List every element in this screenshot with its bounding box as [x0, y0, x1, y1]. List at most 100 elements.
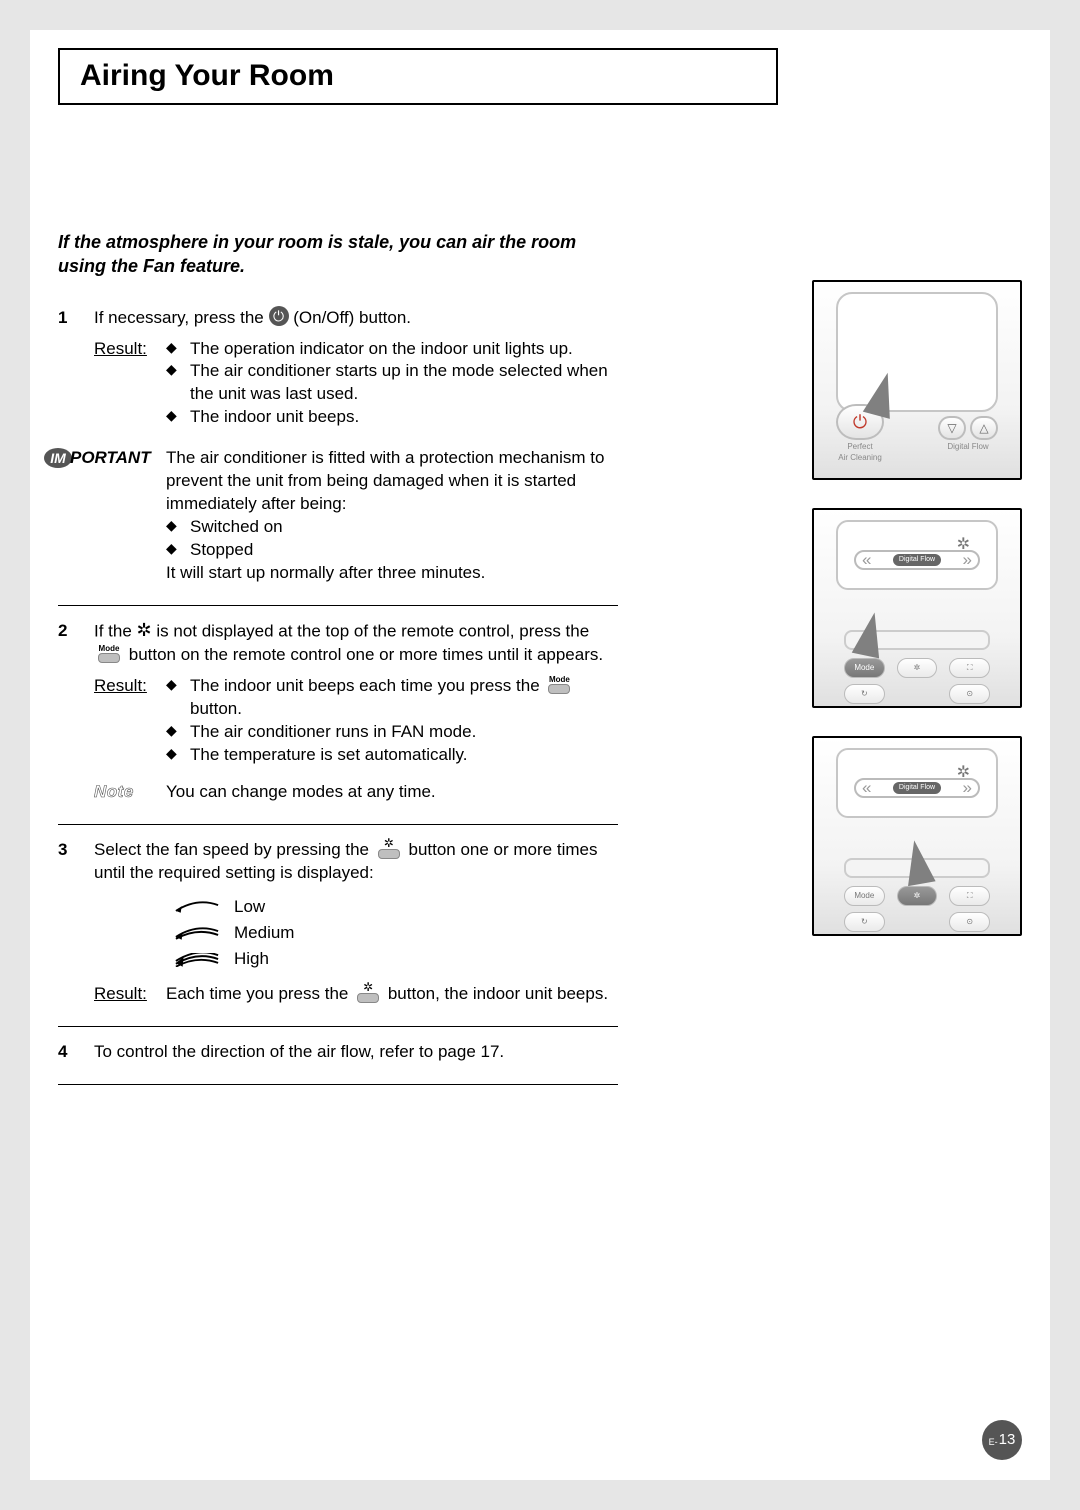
step4-text: To control the direction of the air flow…: [94, 1041, 618, 1064]
remote-button-grid: Mode ✲ ⛶ ↻ ⊙: [844, 658, 990, 704]
divider: [58, 605, 618, 606]
step1-result: Result: The operation indicator on the i…: [94, 338, 618, 430]
step-number: 3: [58, 839, 67, 862]
fan-speed-button-icon: ✲: [374, 837, 404, 859]
chevron-right-icon: »: [963, 549, 972, 572]
step-number: 1: [58, 307, 67, 330]
step-2: 2 If the ✲ is not displayed at the top o…: [58, 620, 618, 804]
remote-generic-button: ↻: [844, 684, 885, 704]
remote-screen: [836, 292, 998, 412]
remote-generic-button: ⛶: [949, 886, 990, 906]
remote-screen: ✲ « Digital Flow »: [836, 748, 998, 818]
digital-flow-tag: Digital Flow: [893, 782, 941, 793]
step-3: 3 Select the fan speed by pressing the ✲…: [58, 839, 618, 1006]
bullet: The air conditioner runs in FAN mode.: [166, 721, 618, 744]
step3-text-a: Select the fan speed by pressing the: [94, 840, 369, 859]
remote-mode-button: Mode: [844, 658, 885, 678]
chevron-left-icon: «: [862, 549, 871, 572]
speed-high-label: High: [234, 948, 269, 971]
remote-mode-button: Mode: [844, 886, 885, 906]
page-number-badge: E-13: [982, 1420, 1022, 1460]
page: Airing Your Room If the atmosphere in yo…: [30, 30, 1050, 1480]
result-label: Result:: [94, 675, 160, 698]
speed-row-low: Low: [174, 895, 618, 921]
step2-result: Result: The indoor unit beeps each time …: [94, 675, 618, 767]
digital-flow-pill: « Digital Flow »: [854, 778, 980, 798]
note-block: Note You can change modes at any time.: [94, 781, 618, 804]
remote-generic-button: ⛶: [949, 658, 990, 678]
remote-generic-button: ⊙: [949, 912, 990, 932]
page-title: Airing Your Room: [58, 48, 778, 105]
bullet: The temperature is set automatically.: [166, 744, 618, 767]
im-badge: IM: [44, 448, 72, 468]
remote-figure-fan: ✲ « Digital Flow » Mode ✲ ⛶ ↻ ⊙: [812, 736, 1022, 936]
fan-icon: ✲: [137, 618, 152, 642]
step3-res-a: Each time you press the: [166, 984, 348, 1003]
step-1: 1 If necessary, press the ⏻ (On/Off) but…: [58, 307, 618, 585]
result-label: Result:: [94, 983, 160, 1006]
remote-generic-button: ↻: [844, 912, 885, 932]
step-number: 4: [58, 1041, 67, 1064]
digital-flow-tag: Digital Flow: [893, 554, 941, 565]
page-prefix: E-: [989, 1436, 998, 1448]
step2-text-b: is not displayed at the top of the remot…: [156, 622, 589, 641]
figures-column: ⏻ PerfectAir Cleaning ▽ △ Digital Flow ✲…: [812, 280, 1022, 936]
important-text: PORTANT: [70, 448, 151, 467]
step1-text-a: If necessary, press the: [94, 308, 264, 327]
speed-row-medium: Medium: [174, 921, 618, 947]
pointer-arrow-icon: [852, 610, 889, 659]
chevron-right-icon: »: [963, 777, 972, 800]
chevron-left-icon: «: [862, 777, 871, 800]
speed-low-icon: [174, 901, 234, 915]
speed-high-icon: [174, 953, 234, 967]
important-block: IMPORTANT The air conditioner is fitted …: [94, 447, 618, 585]
important-tail: It will start up normally after three mi…: [166, 562, 618, 585]
remote-figure-power: ⏻ PerfectAir Cleaning ▽ △ Digital Flow: [812, 280, 1022, 480]
remote-figure-mode: ✲ « Digital Flow » Mode ✲ ⛶ ↻ ⊙: [812, 508, 1022, 708]
step1-text-b: (On/Off) button.: [293, 308, 411, 327]
content-column: If the atmosphere in your room is stale,…: [58, 230, 618, 1099]
pointer-arrow-icon: [900, 838, 935, 886]
power-icon: ⏻: [269, 306, 289, 326]
step2-text-c: button on the remote control one or more…: [129, 645, 603, 664]
step2-text-a: If the: [94, 622, 132, 641]
remote-button-grid: Mode ✲ ⛶ ↻ ⊙: [844, 886, 990, 932]
mode-button-icon: Mode: [544, 676, 574, 694]
digital-flow-pill: « Digital Flow »: [854, 550, 980, 570]
intro-text: If the atmosphere in your room is stale,…: [58, 230, 618, 279]
important-lead: The air conditioner is fitted with a pro…: [166, 447, 618, 516]
mode-button-icon: Mode: [94, 645, 124, 663]
step3-result: Result: Each time you press the ✲ button…: [94, 983, 618, 1006]
note-label: Note: [94, 781, 160, 804]
remote-down-button: ▽: [938, 416, 966, 440]
speed-medium-icon: [174, 927, 234, 941]
bullet: The indoor unit beeps each time you pres…: [166, 675, 618, 721]
bullet: The indoor unit beeps.: [166, 406, 618, 429]
page-num-value: 13: [999, 1430, 1016, 1450]
remote-fan-button: ✲: [897, 886, 938, 906]
speed-low-label: Low: [234, 896, 265, 919]
fan-speed-table: Low Medium High: [174, 895, 618, 973]
result-label: Result:: [94, 338, 160, 361]
fan-speed-button-icon: ✲: [353, 981, 383, 1003]
step-4: 4 To control the direction of the air fl…: [58, 1041, 618, 1064]
important-label: IMPORTANT: [44, 447, 151, 470]
bullet: The operation indicator on the indoor un…: [166, 338, 618, 361]
step2-r1b: button.: [190, 699, 242, 718]
step-number: 2: [58, 620, 67, 643]
note-text: You can change modes at any time.: [166, 781, 618, 804]
speed-row-high: High: [174, 947, 618, 973]
divider: [58, 1084, 618, 1085]
remote-up-button: △: [970, 416, 998, 440]
divider: [58, 824, 618, 825]
step3-res-b: button, the indoor unit beeps.: [388, 984, 608, 1003]
divider: [58, 1026, 618, 1027]
step2-r1a: The indoor unit beeps each time you pres…: [190, 676, 540, 695]
bullet: Switched on: [166, 516, 618, 539]
bullet: Stopped: [166, 539, 618, 562]
remote-generic-button: ✲: [897, 658, 938, 678]
remote-screen: ✲ « Digital Flow »: [836, 520, 998, 590]
remote-generic-button: ⊙: [949, 684, 990, 704]
bullet: The air conditioner starts up in the mod…: [166, 360, 618, 406]
speed-medium-label: Medium: [234, 922, 294, 945]
